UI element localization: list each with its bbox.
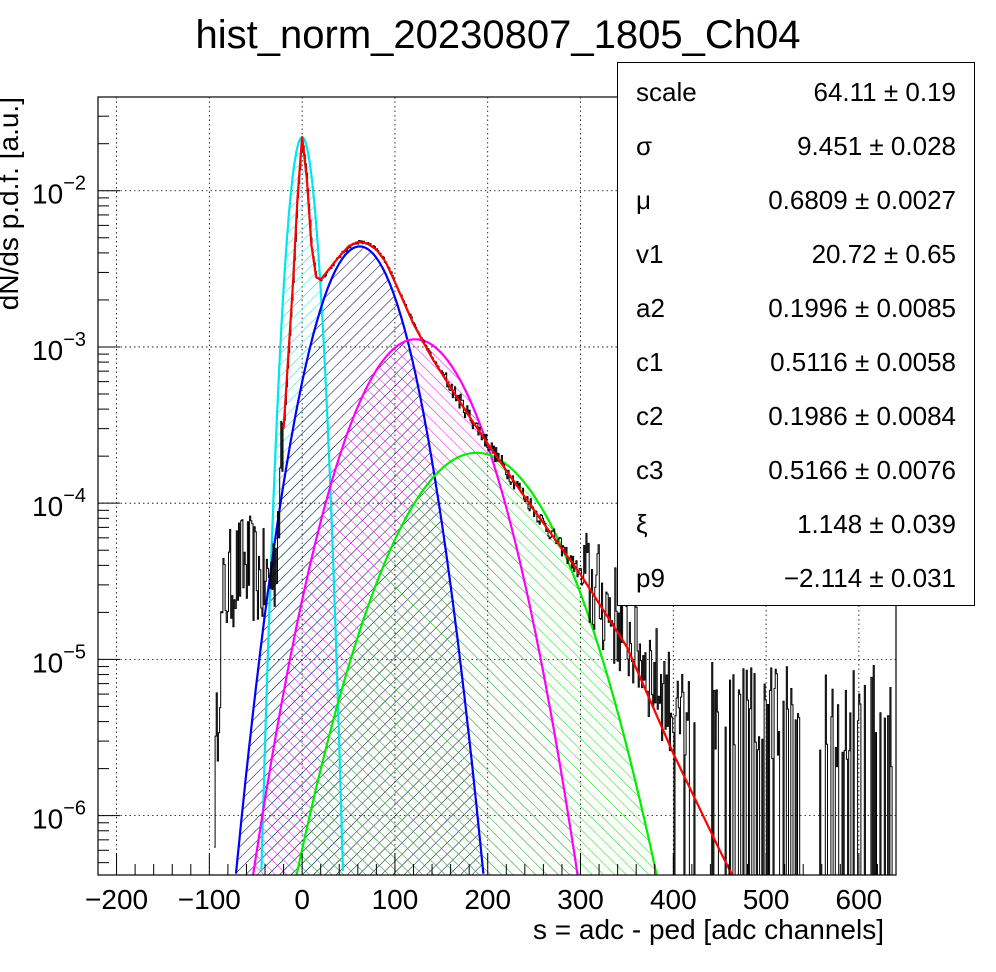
stats-error: 0.031	[890, 563, 956, 593]
x-tick-label: 400	[650, 884, 697, 915]
stats-row: v1 20.72 ± 0.65	[618, 227, 974, 281]
plus-minus-symbol: ±	[883, 77, 899, 107]
stats-value: 0.6809	[768, 185, 848, 215]
stats-error: 0.65	[905, 239, 956, 269]
stats-value: 0.5166	[768, 455, 848, 485]
stats-error: 0.0084	[876, 401, 956, 431]
y-tick-label: 10−6	[32, 798, 86, 835]
component-curve-4	[295, 451, 658, 875]
fit-stats-box: scale 64.11 ± 0.19 σ 9.451 ± 0.028 μ 0.6809 ±…	[617, 62, 975, 606]
stats-param-name: a2	[636, 293, 665, 323]
stats-value: 9.451	[797, 131, 863, 161]
x-tick-label: 300	[557, 884, 604, 915]
stats-error: 0.028	[890, 131, 956, 161]
stats-param-value: 0.6809 ± 0.0027	[768, 185, 956, 216]
stats-param-value: 64.11 ± 0.19	[814, 77, 957, 108]
component-fills	[236, 137, 657, 875]
component-fill-4	[296, 452, 657, 875]
x-tick-label: 100	[372, 884, 419, 915]
y-axis: 10−2 10−3 10−4 10−5 10−6	[32, 115, 120, 864]
total-fit-curve	[282, 136, 734, 875]
stats-param-name: ξ	[636, 509, 648, 539]
stats-error: 0.0085	[876, 293, 956, 323]
x-tick-label: 500	[743, 884, 790, 915]
stats-param-value: 0.1996 ± 0.0085	[768, 293, 956, 324]
stats-param-value: 20.72 ± 0.65	[812, 239, 956, 270]
stats-row: scale 64.11 ± 0.19	[618, 65, 974, 119]
stats-row: μ 0.6809 ± 0.0027	[618, 173, 974, 227]
x-axis-label: s = adc - ped [adc channels]	[533, 914, 884, 945]
stats-error: 0.0027	[876, 185, 956, 215]
plus-minus-symbol: ±	[854, 293, 870, 323]
stats-value: 20.72	[811, 239, 877, 269]
stats-param-name: σ	[636, 131, 653, 161]
stats-value: 0.1986	[768, 401, 848, 431]
x-axis: −200 −100 0 100 200 300 400 500 600	[85, 853, 897, 915]
stats-value: −2.114	[783, 563, 863, 593]
x-tick-label: 200	[464, 884, 511, 915]
x-tick-label: 600	[836, 884, 883, 915]
y-tick-label: 10−4	[32, 485, 86, 522]
plus-minus-symbol: ±	[854, 347, 870, 377]
plus-minus-symbol: ±	[869, 509, 884, 539]
stats-error: 0.19	[905, 77, 956, 107]
plus-minus-symbol: ±	[854, 401, 870, 431]
curves	[214, 136, 893, 875]
x-tick-label: −200	[85, 884, 148, 915]
stats-row: c2 0.1986 ± 0.0084	[618, 389, 974, 443]
stats-error: 0.0076	[876, 455, 956, 485]
stats-param-name: c3	[636, 455, 664, 485]
stats-param-value: −2.114 ± 0.031	[784, 563, 956, 594]
stats-param-name: scale	[636, 77, 697, 107]
y-tick-label: 10−2	[32, 173, 86, 210]
stats-value: 64.11	[813, 77, 877, 107]
plus-minus-symbol: ±	[854, 185, 870, 215]
x-tick-label: −100	[178, 884, 241, 915]
stats-param-name: c1	[636, 347, 664, 377]
stats-error: 0.0058	[876, 347, 956, 377]
chart-title: hist_norm_20230807_1805_Ch04	[196, 13, 801, 57]
stats-row: p9 −2.114 ± 0.031	[618, 551, 974, 605]
stats-value: 1.148	[797, 509, 863, 539]
y-tick-label: 10−5	[32, 641, 86, 678]
plus-minus-symbol: ±	[854, 455, 870, 485]
stats-param-name: p9	[636, 563, 665, 593]
stats-param-value: 0.5116 ± 0.0058	[770, 347, 956, 378]
stats-param-name: μ	[636, 185, 651, 215]
stats-row: c3 0.5166 ± 0.0076	[618, 443, 974, 497]
stats-param-name: c2	[636, 401, 664, 431]
stats-param-value: 1.148 ± 0.039	[797, 509, 956, 540]
stats-param-value: 0.1986 ± 0.0084	[768, 401, 956, 432]
plus-minus-symbol: ±	[883, 239, 899, 269]
y-axis-label: dN/ds p.d.f. [a.u.]	[0, 97, 24, 310]
y-tick-label: 10−3	[32, 329, 86, 366]
x-tick-label: 0	[294, 884, 310, 915]
plus-minus-symbol: ±	[869, 131, 884, 161]
stats-param-value: 9.451 ± 0.028	[797, 131, 956, 162]
stats-row: σ 9.451 ± 0.028	[618, 119, 974, 173]
stats-value: 0.1996	[768, 293, 848, 323]
stats-row: ξ 1.148 ± 0.039	[618, 497, 974, 551]
stats-value: 0.5116	[770, 347, 848, 377]
plus-minus-symbol: ±	[869, 563, 884, 593]
stats-error: 0.039	[890, 509, 956, 539]
component-curve-3	[251, 338, 579, 875]
stats-row: a2 0.1996 ± 0.0085	[618, 281, 974, 335]
stats-param-value: 0.5166 ± 0.0076	[768, 455, 956, 486]
stats-row: c1 0.5116 ± 0.0058	[618, 335, 974, 389]
stats-param-name: v1	[636, 239, 664, 269]
